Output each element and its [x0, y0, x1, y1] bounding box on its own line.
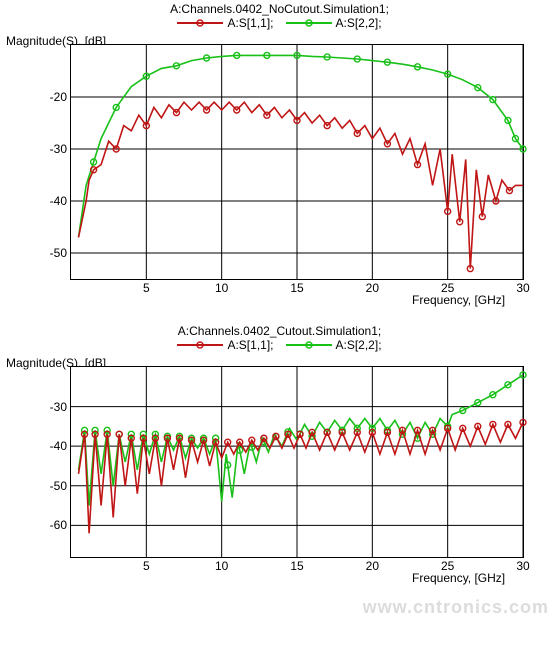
chart-1: A:Channels.0402_NoCutout.Simulation1; A:… — [0, 2, 559, 280]
chart1-traces — [71, 45, 523, 279]
legend-s2: A:S[2,2]; — [286, 338, 382, 352]
legend-s1-label: A:S[1,1]; — [227, 16, 273, 30]
chart2-title: A:Channels.0402_Cutout.Simulation1; — [0, 324, 559, 338]
legend2-s2-label: A:S[2,2]; — [336, 338, 382, 352]
watermark-text: www.cntronics.com — [363, 597, 549, 618]
legend-s1: A:S[1,1]; — [177, 16, 273, 30]
chart2-xlabel: Frequency, [GHz] — [412, 571, 505, 585]
legend-s2: A:S[2,2]; — [286, 16, 382, 30]
chart1-plot: 51015202530-50-40-30-20 — [70, 44, 524, 280]
chart1-legend: A:S[1,1]; A:S[2,2]; — [0, 16, 559, 30]
legend2-s1-label: A:S[1,1]; — [227, 338, 273, 352]
page: { "watermark": "www.cntronics.com", "cha… — [0, 0, 559, 648]
chart1-title: A:Channels.0402_NoCutout.Simulation1; — [0, 2, 559, 16]
chart2-traces — [71, 367, 523, 557]
legend-s2-label: A:S[2,2]; — [336, 16, 382, 30]
chart2-plot: 51015202530-60-50-40-30 — [70, 366, 524, 558]
chart1-xlabel: Frequency, [GHz] — [412, 293, 505, 307]
chart2-legend: A:S[1,1]; A:S[2,2]; — [0, 338, 559, 352]
chart-2: A:Channels.0402_Cutout.Simulation1; A:S[… — [0, 324, 559, 558]
legend-s1: A:S[1,1]; — [177, 338, 273, 352]
